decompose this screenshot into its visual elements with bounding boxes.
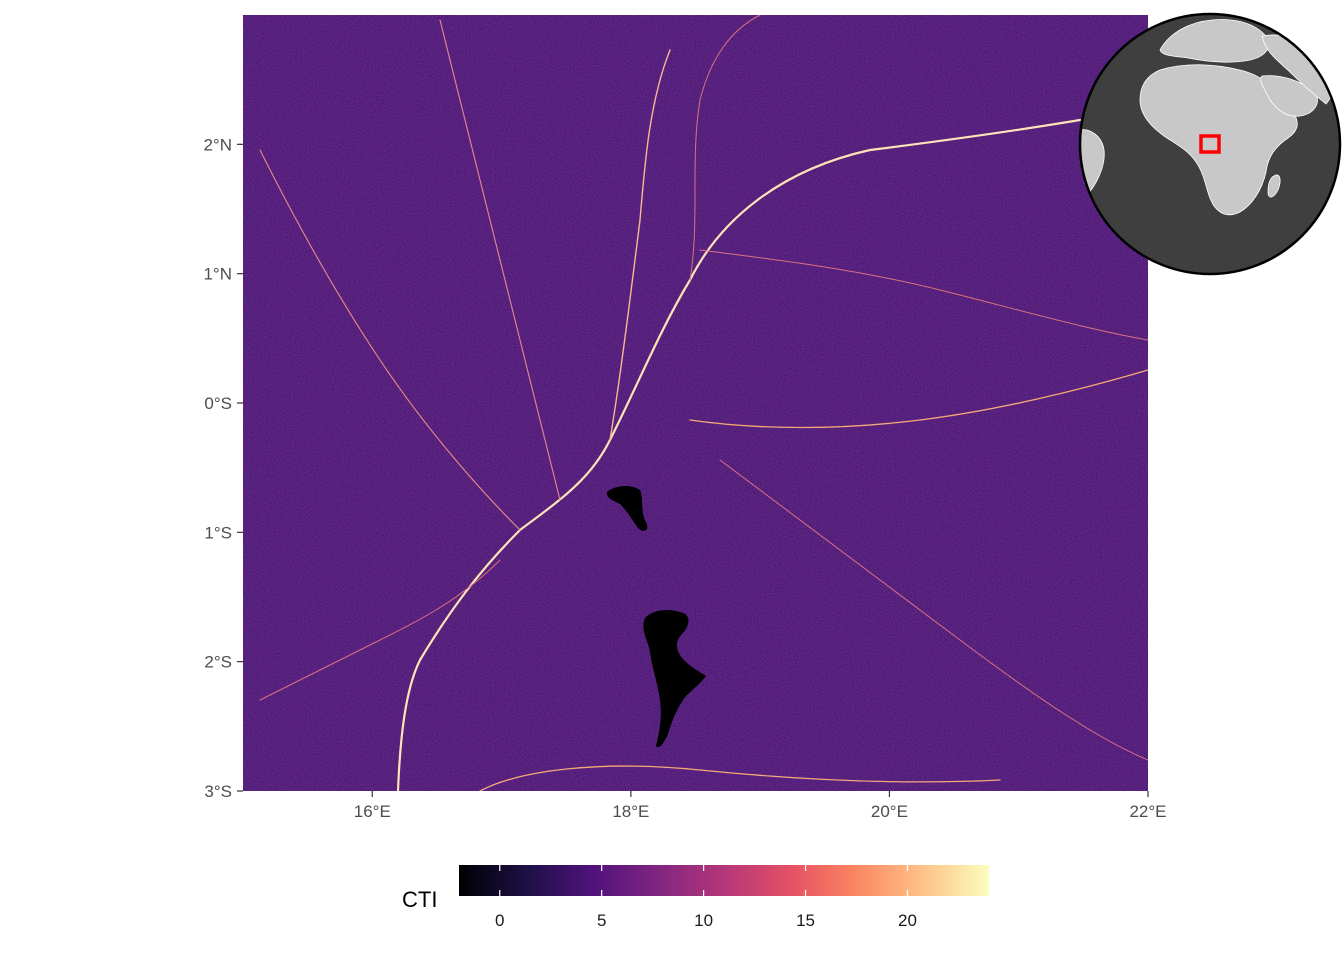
y-tick-label: 2°N [203, 135, 232, 154]
x-tick-label: 22°E [1129, 802, 1166, 821]
y-tick-label: 2°S [204, 653, 232, 672]
river-southwest [259, 559, 501, 701]
river-south [479, 765, 1001, 791]
river-east-2 [699, 249, 1148, 341]
lake-tumba [606, 486, 648, 531]
colorbar-tick-label: 0 [495, 911, 504, 930]
colorbar-tick-label: 5 [597, 911, 606, 930]
lake-mai-ndombe [643, 610, 706, 748]
river-network [259, 15, 1148, 791]
river-west [259, 149, 521, 531]
y-axis: 2°N 1°N 0°S 1°S 2°S 3°S [203, 135, 243, 801]
map-panel [243, 15, 1148, 791]
y-tick-label: 1°N [203, 265, 232, 284]
colorbar [459, 865, 989, 896]
colorbar-tick-label: 20 [898, 911, 917, 930]
legend: CTI 0 5 10 15 20 [402, 865, 989, 930]
colorbar-ticks: 0 5 10 15 20 [495, 865, 917, 930]
y-tick-label: 0°S [204, 394, 232, 413]
x-axis: 16°E 18°E 20°E 22°E [354, 791, 1167, 821]
x-tick-label: 20°E [871, 802, 908, 821]
river-main [396, 118, 1082, 791]
madagascar-landmass [1267, 174, 1281, 198]
arabia-landmass [1260, 75, 1318, 117]
y-tick-label: 1°S [204, 523, 232, 542]
x-tick-label: 18°E [612, 802, 649, 821]
river-ubangi [689, 15, 761, 281]
river-east-1 [689, 369, 1148, 429]
x-tick-label: 16°E [354, 802, 391, 821]
globe-outline [1078, 12, 1342, 276]
inset-globe [1078, 12, 1342, 276]
river-north-1 [609, 49, 671, 441]
river-southeast [719, 459, 1148, 761]
colorbar-tick-label: 15 [796, 911, 815, 930]
y-tick-label: 3°S [204, 782, 232, 801]
legend-title: CTI [402, 887, 437, 912]
river-north-2 [439, 19, 561, 501]
study-area-box [1199, 134, 1221, 154]
colorbar-tick-label: 10 [694, 911, 713, 930]
